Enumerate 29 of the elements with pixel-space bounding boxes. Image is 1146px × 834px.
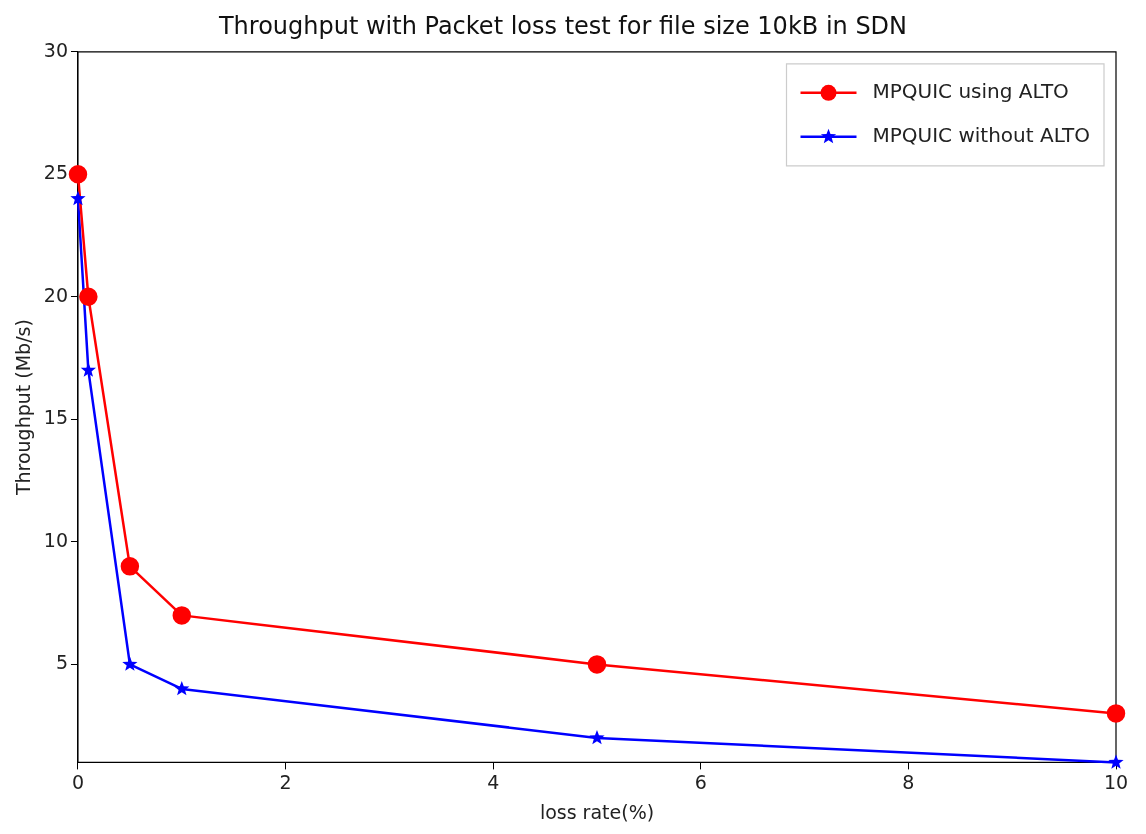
x-tick-label: 0 — [71, 770, 85, 793]
y-tick-label: 15 — [43, 406, 68, 429]
x-tick-label: 6 — [694, 770, 707, 793]
x-tick-label: 4 — [487, 770, 500, 793]
legend-label: MPQUIC without ALTO — [872, 123, 1091, 147]
x-tick-label: 2 — [279, 770, 292, 793]
point — [120, 557, 140, 576]
point — [70, 190, 86, 206]
x-tick-label: 10 — [1103, 770, 1129, 793]
chart-title: Throughput with Packet loss test for file size 10kB in SDN — [217, 11, 908, 40]
point — [174, 680, 190, 696]
legend-label: MPQUIC using ALTO — [872, 79, 1069, 103]
point — [79, 287, 98, 307]
y-tick-label: 20 — [43, 283, 68, 306]
x-tick-label: 8 — [902, 770, 915, 793]
y-tick-label: 30 — [43, 38, 68, 61]
y-tick-label: 10 — [43, 528, 68, 551]
x-axis-title: loss rate(%) — [539, 800, 655, 823]
point — [589, 729, 605, 745]
y-tick-label: 25 — [43, 161, 68, 184]
point — [587, 655, 607, 674]
y-axis-title: Throughput (Mb/s) — [12, 319, 35, 497]
point — [172, 606, 192, 625]
point — [122, 656, 138, 671]
point — [1106, 704, 1126, 723]
y-tick-label: 5 — [55, 651, 68, 674]
point — [68, 165, 88, 184]
point — [80, 362, 96, 377]
point — [1108, 754, 1124, 769]
